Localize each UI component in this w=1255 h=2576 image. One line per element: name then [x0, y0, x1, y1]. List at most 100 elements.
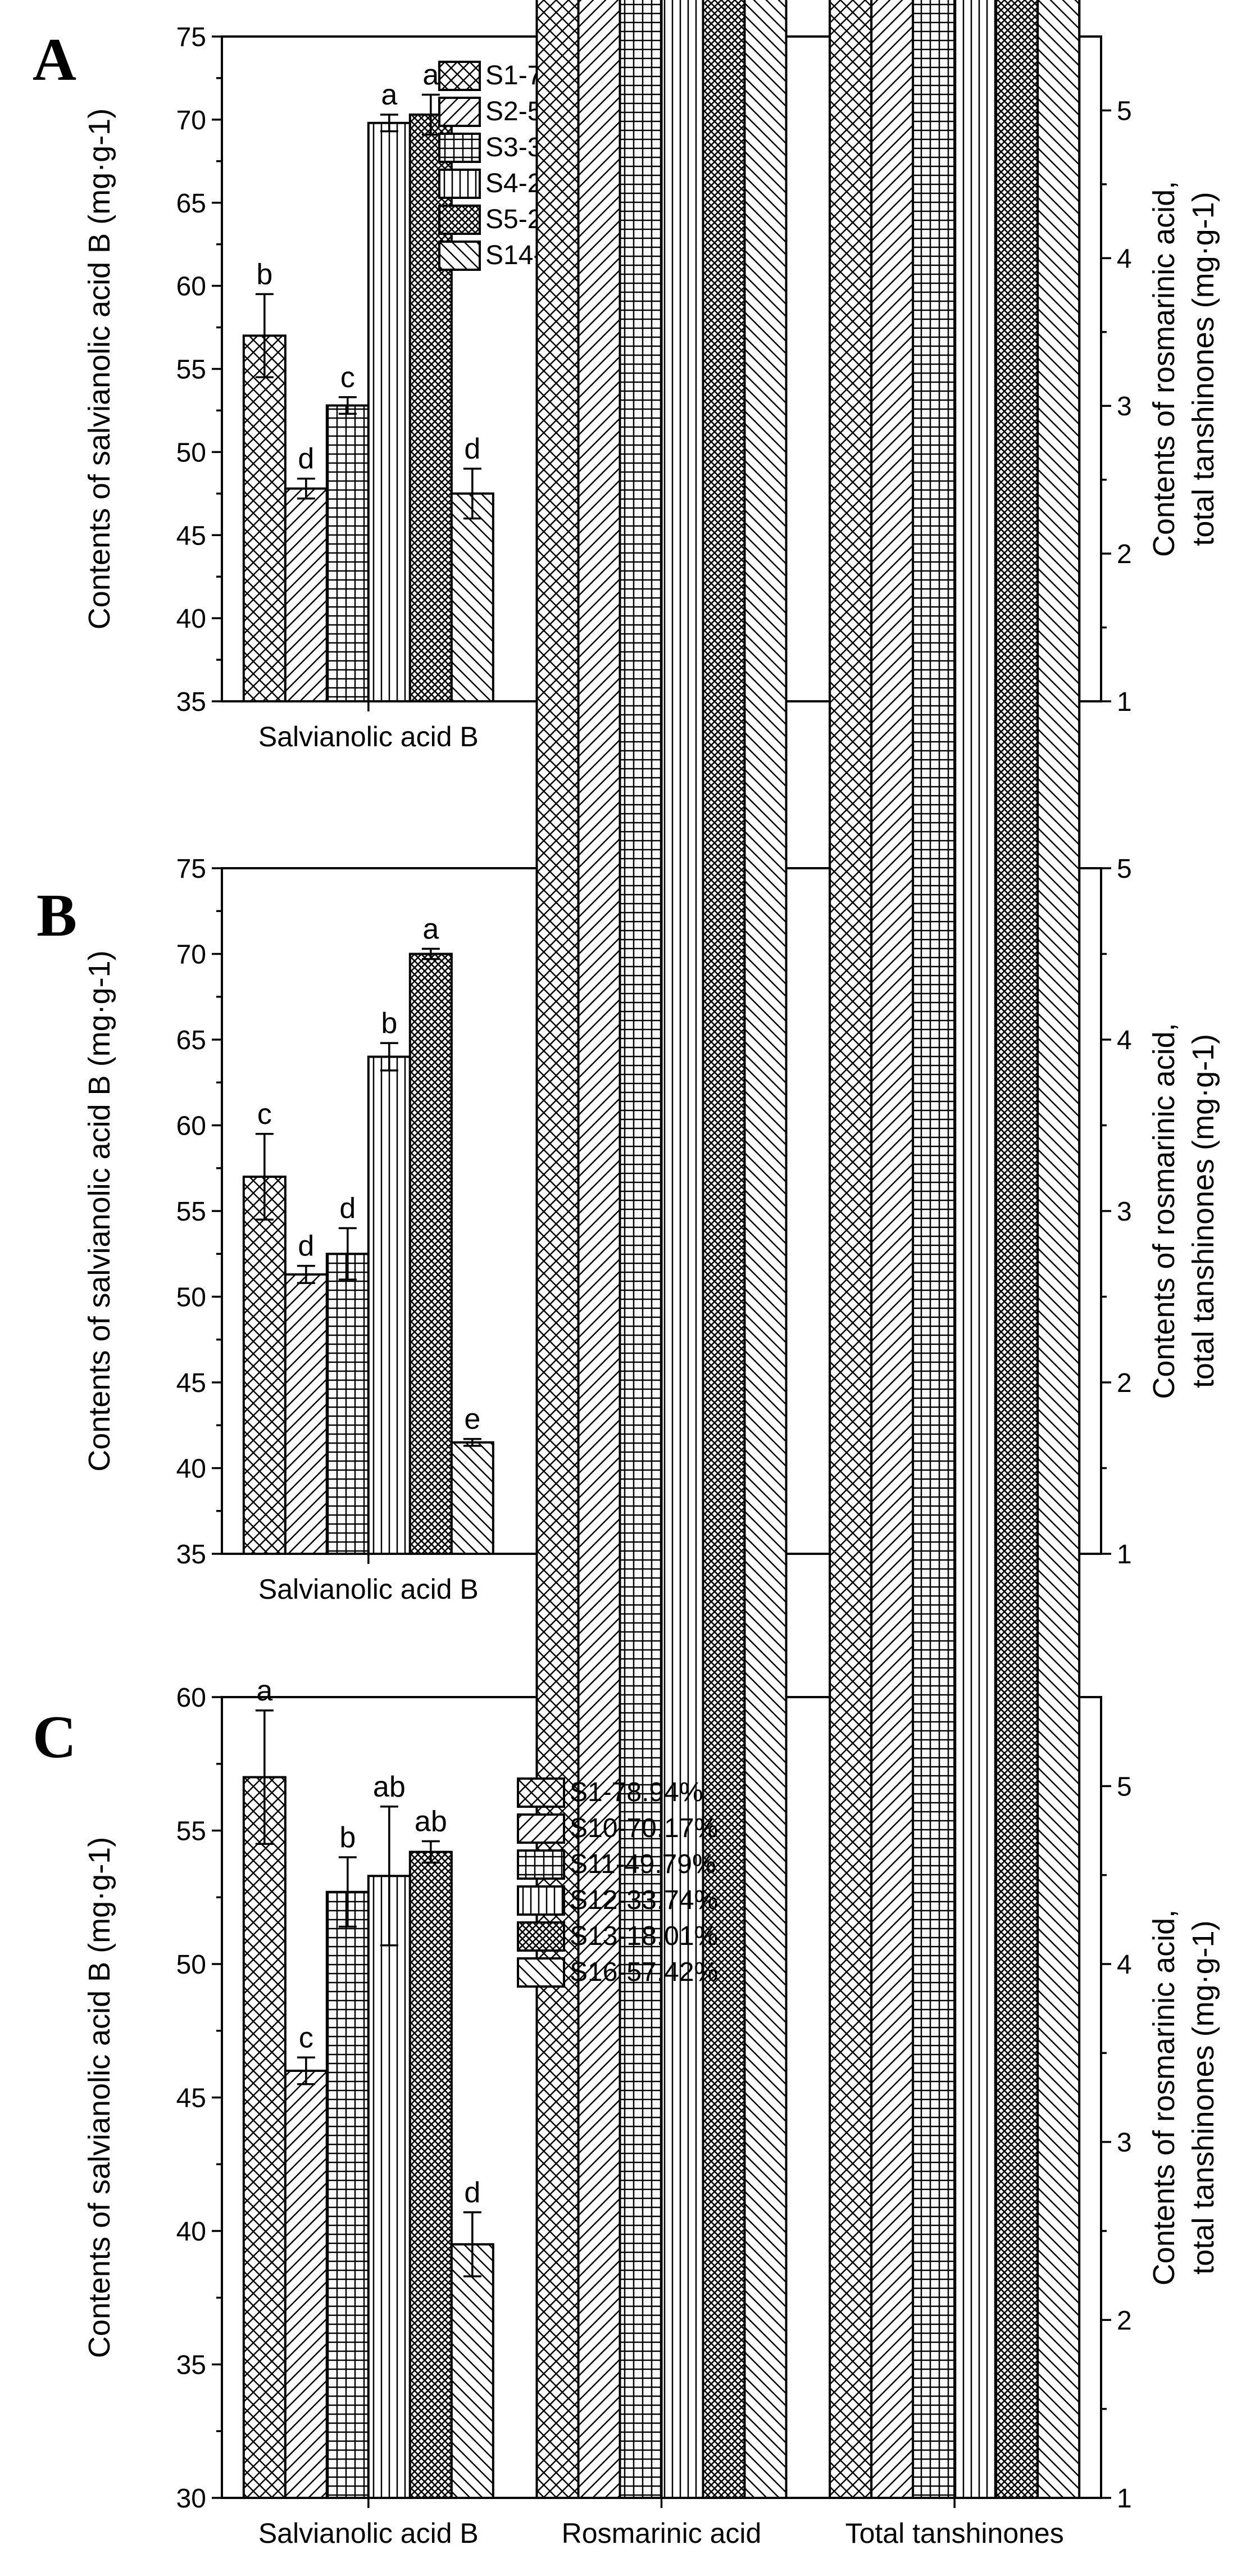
y-right-axis-title-line1: Contents of rosmarinic acid,	[1147, 1023, 1181, 1399]
y-tick-label: 70	[176, 106, 206, 135]
y-tick-label: 35	[176, 1540, 206, 1570]
legend-swatch	[438, 169, 481, 199]
bar	[242, 334, 287, 702]
panel-letter: C	[33, 1704, 76, 1771]
y-tick-label: 70	[176, 940, 206, 970]
y-right-tick-label: 5	[1117, 854, 1132, 884]
legend-swatch	[517, 1849, 565, 1880]
x-tick-label: Rosmarinic acid	[562, 2518, 762, 2549]
significance-label: c	[299, 2021, 313, 2054]
y-tick-label: 50	[176, 438, 206, 468]
y-right-tick-label: 2	[1117, 2306, 1132, 2335]
significance-label: d	[464, 433, 480, 465]
significance-label: a	[422, 913, 439, 945]
y-tick-label: 60	[176, 1112, 206, 1141]
significance-label: ab	[373, 1771, 406, 1803]
legend-swatch	[438, 61, 481, 91]
bar	[284, 2070, 328, 2499]
legend-entry: S11-49.79%	[570, 1849, 716, 1879]
y-tick-label: 40	[176, 1454, 206, 1484]
y-right-tick-label: 3	[1117, 392, 1132, 421]
y-right-tick-label: 1	[1117, 1540, 1132, 1570]
y-tick-label: 40	[176, 604, 206, 634]
legend-entry: S1-78.94%	[570, 1777, 703, 1807]
bar	[450, 2243, 494, 2499]
y-right-axis-title-line2: total tanshinones (mg·g-1)	[1186, 192, 1220, 546]
y-tick-label: 60	[176, 1683, 206, 1713]
legend-entry: S10-70.17%	[570, 1813, 718, 1843]
y-right-tick-label: 4	[1117, 1950, 1132, 1980]
bar	[450, 492, 494, 702]
bar	[912, 0, 956, 2499]
legend-swatch	[517, 1777, 565, 1808]
y-right-axis-title-line2: total tanshinones (mg·g-1)	[1186, 1920, 1220, 2274]
significance-label: a	[422, 59, 439, 92]
y-tick-label: 55	[176, 1197, 206, 1227]
panel-letter: B	[37, 882, 77, 949]
bar	[325, 404, 370, 702]
significance-label: b	[381, 1007, 397, 1040]
significance-label: a	[256, 1675, 272, 1707]
y-tick-label: 75	[176, 854, 206, 884]
y-right-tick-label: 3	[1117, 2128, 1132, 2158]
y-tick-label: 50	[176, 1283, 206, 1313]
bar	[325, 1890, 370, 2499]
y-axis-title: Contents of salvianolic acid B (mg·g-1)	[83, 950, 116, 1471]
bar	[450, 1441, 494, 1555]
legend-swatch	[438, 205, 481, 235]
x-tick-label: Salvianolic acid B	[258, 721, 479, 752]
significance-label: ab	[415, 1806, 447, 1838]
significance-label: d	[298, 443, 314, 475]
y-right-axis-title-line1: Contents of rosmarinic acid,	[1147, 181, 1181, 557]
bar	[325, 1253, 370, 1555]
y-tick-label: 65	[176, 1026, 206, 1055]
x-tick-label: Salvianolic acid B	[258, 1573, 479, 1605]
significance-label: d	[464, 2176, 480, 2209]
y-tick-label: 35	[176, 687, 206, 717]
bar	[995, 0, 1039, 2500]
legend-entry: S16-57.42%	[570, 1957, 718, 1987]
y-right-tick-label: 4	[1117, 244, 1132, 274]
y-tick-label: 45	[176, 2084, 206, 2114]
y-right-axis-title-line1: Contents of rosmarinic acid,	[1147, 1910, 1181, 2285]
bar	[702, 0, 746, 2499]
y-tick-label: 30	[176, 2484, 206, 2514]
legend-swatch	[517, 1957, 565, 1988]
y-tick-label: 60	[176, 272, 206, 302]
y-right-tick-label: 2	[1117, 1368, 1132, 1398]
bar	[660, 0, 704, 2499]
bar	[577, 0, 621, 2499]
y-tick-label: 65	[176, 189, 206, 219]
legend-swatch	[438, 97, 481, 127]
bar	[367, 1875, 411, 2499]
bar	[870, 0, 915, 2499]
y-right-tick-label: 5	[1117, 96, 1132, 126]
significance-label: b	[256, 258, 272, 291]
legend-swatch	[517, 1921, 565, 1952]
significance-label: a	[381, 79, 397, 111]
y-tick-label: 75	[176, 22, 206, 52]
y-tick-label: 40	[176, 2217, 206, 2247]
x-tick-label: Total tanshinones	[845, 2518, 1064, 2549]
bar	[284, 1273, 328, 1555]
legend-swatch	[517, 1885, 565, 1916]
significance-label: d	[298, 1230, 314, 1263]
y-right-tick-label: 3	[1117, 1197, 1132, 1227]
legend-entry: S13-18.01%	[570, 1921, 718, 1951]
y-tick-label: 45	[176, 521, 206, 551]
y-tick-label: 45	[176, 1368, 206, 1398]
y-tick-label: 55	[176, 355, 206, 385]
y-right-tick-label: 1	[1117, 687, 1132, 717]
bar	[829, 0, 873, 2499]
bar	[408, 114, 453, 703]
bar	[619, 0, 663, 2499]
x-tick-label: Salvianolic acid B	[258, 2518, 479, 2549]
bar	[1036, 0, 1081, 2499]
legend-swatch	[438, 133, 481, 163]
bar	[242, 1176, 287, 1555]
panel-letter: A	[33, 26, 76, 93]
y-right-tick-label: 2	[1117, 539, 1132, 569]
